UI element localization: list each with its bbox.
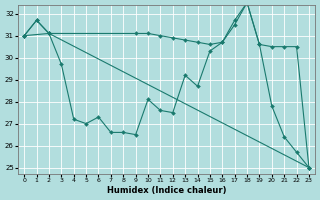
X-axis label: Humidex (Indice chaleur): Humidex (Indice chaleur) (107, 186, 226, 195)
